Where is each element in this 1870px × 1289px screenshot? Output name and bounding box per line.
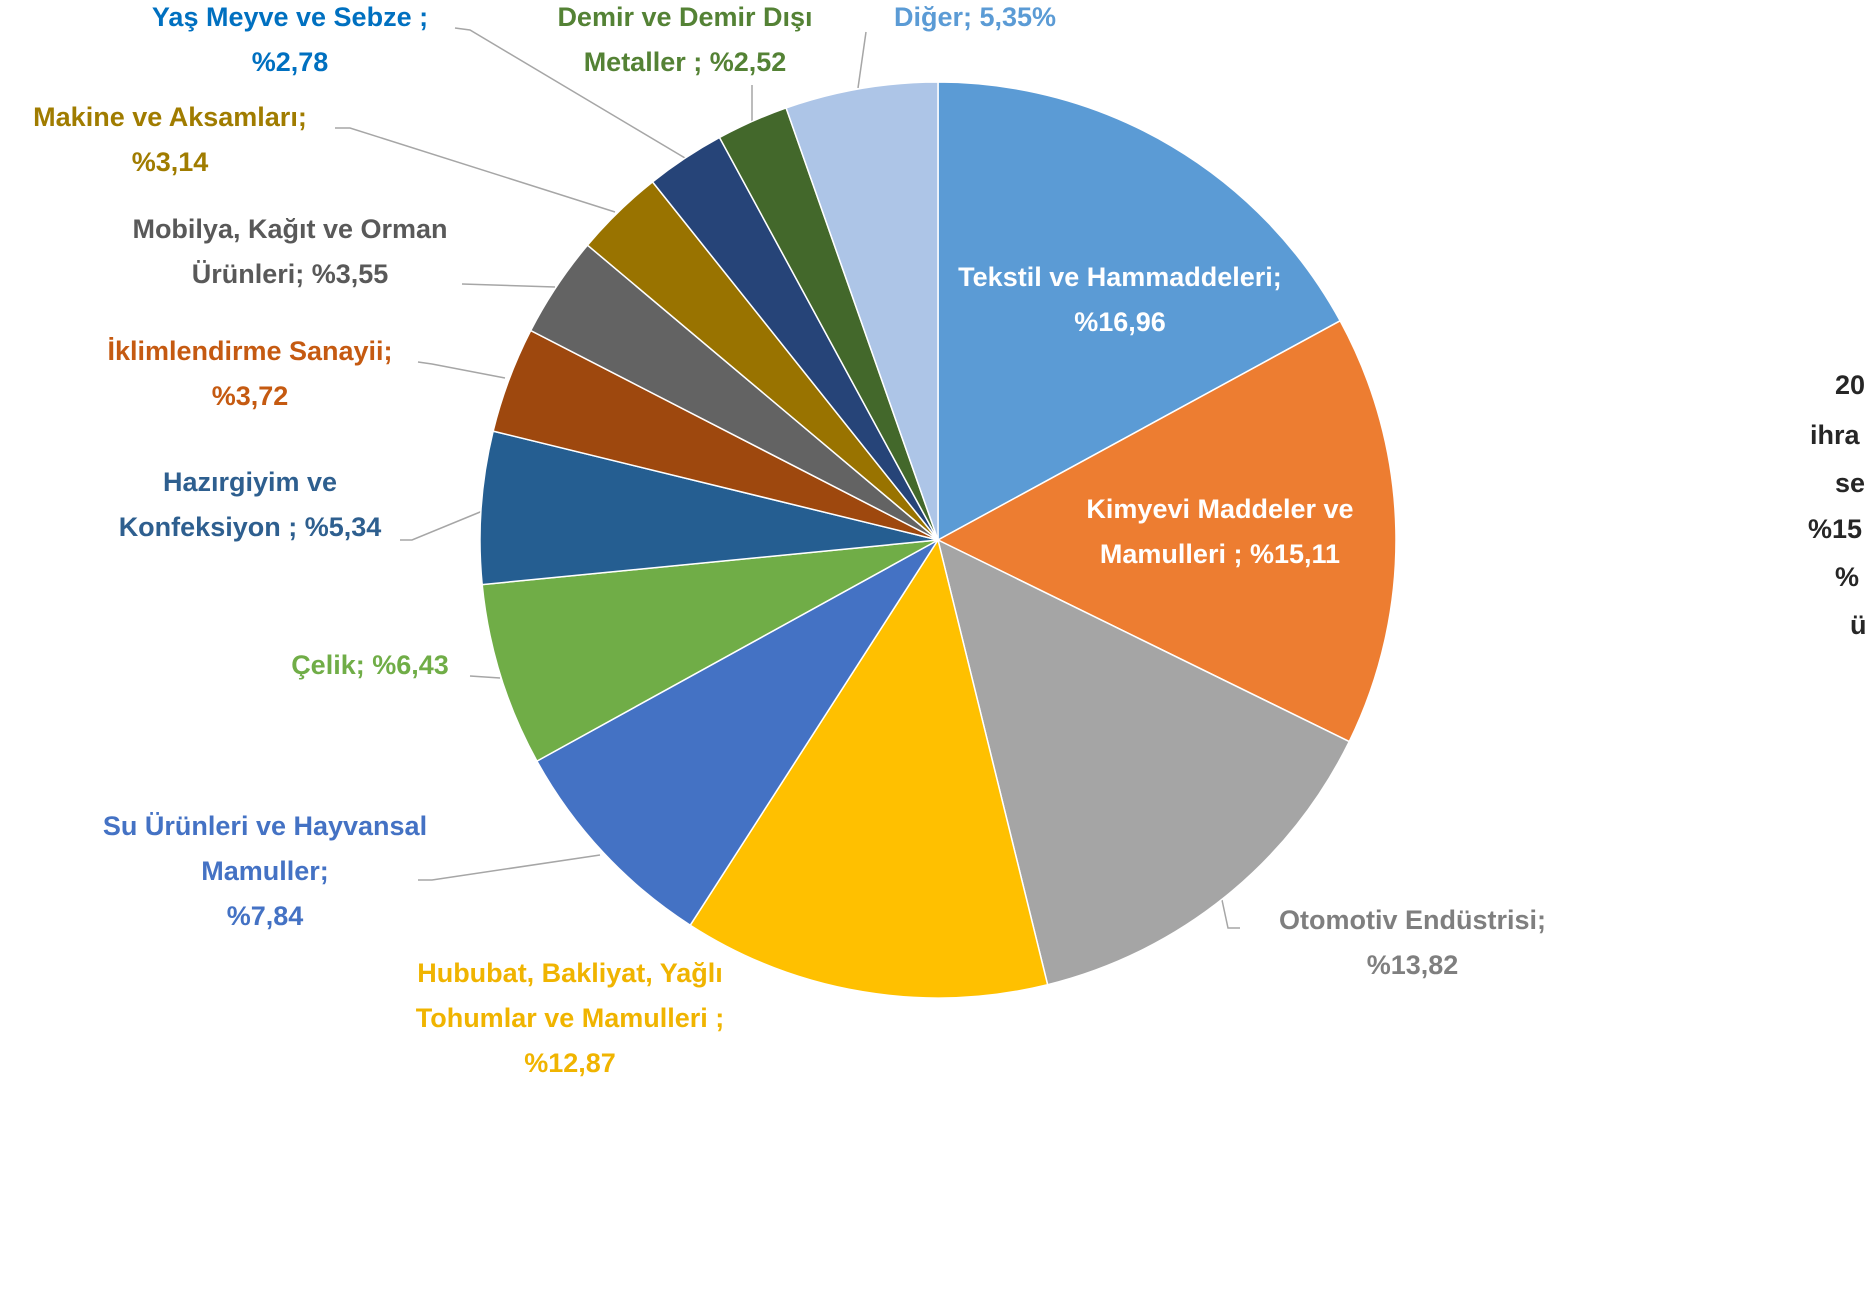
value-label: %7,84 [226,901,304,931]
category-label: Tekstil ve Hammaddeleri; [958,262,1282,292]
leader-line [417,361,506,379]
pie-slice [785,81,939,541]
category-label: İklimlendirme Sanayii; [107,336,393,366]
value-label: %12,87 [524,1048,616,1078]
annotation-text: % [1835,562,1860,592]
data-label: Tekstil ve Hammaddeleri; %16,96 [940,255,1300,345]
data-label: Kimyevi Maddeler ve Mamulleri ; %15,11 [1050,487,1390,577]
value-label: %3,55 [311,259,389,289]
data-label: Hazırgiyim ve Konfeksiyon ; %5,34 [90,460,410,550]
value-label: %16,96 [1074,307,1166,337]
leader-line [461,283,556,288]
leader-line [1221,899,1240,929]
category-label: Diğer; [893,2,972,32]
category-label: Hububat, Bakliyat, Yağlı Tohumlar ve Mam… [415,958,725,1033]
annotation-text: 20 [1835,370,1866,400]
category-label: Yaş Meyve ve Sebze ; [151,2,429,32]
data-label: Makine ve Aksamları; %3,14 [0,95,340,185]
leader-line [400,509,486,541]
pie-slice [535,539,939,927]
pie-slice [937,81,1342,542]
category-label: Kimyevi Maddeler ve Mamulleri ; [1086,494,1354,569]
data-label: Su Ürünleri ve Hayvansal Mamuller; %7,84 [95,804,435,939]
leader-line [335,127,616,213]
leader-lines [335,27,1240,929]
annotation-text: ihra [1810,420,1860,450]
value-label: %5,34 [304,512,382,542]
value-label: %3,14 [131,147,209,177]
category-label: Otomotiv Endüstrisi; [1278,905,1546,935]
value-label: %2,52 [709,47,787,77]
category-label: Çelik; [291,650,365,680]
category-label: Su Ürünleri ve Hayvansal Mamuller; [102,811,428,886]
data-label: Çelik; %6,43 [270,643,470,688]
pie-slice [936,538,1351,986]
category-label: Hazırgiyim ve Konfeksiyon ; [118,467,338,542]
leader-line [454,27,686,159]
value-label: 5,35% [979,2,1057,32]
data-label: Diğer; 5,35% [865,0,1085,40]
value-label: %13,82 [1366,950,1459,980]
pie-slice [481,539,939,763]
data-label: Hububat, Bakliyat, Yağlı Tohumlar ve Mam… [380,951,760,1086]
value-label: %15,11 [1249,539,1341,569]
data-label: Mobilya, Kağıt ve Orman Ürünleri; %3,55 [110,207,470,297]
category-label: Makine ve Aksamları; [33,102,307,132]
value-label: %2,78 [251,47,329,77]
data-label: İklimlendirme Sanayii; %3,72 [70,329,430,419]
leader-line [418,854,601,881]
data-label: Demir ve Demir Dışı Metaller ; %2,52 [540,0,830,85]
annotation-text: se [1835,468,1866,498]
value-label: %3,72 [211,381,289,411]
category-label: Demir ve Demir Dışı Metaller ; [557,2,813,77]
value-label: %6,43 [372,650,449,680]
data-label: Otomotiv Endüstrisi; %13,82 [1240,898,1585,988]
pie-slice [936,319,1397,743]
data-label: Yaş Meyve ve Sebze ; %2,78 [110,0,470,85]
pie-slice [479,430,939,586]
annotation-text: ü [1850,610,1867,640]
category-label: Mobilya, Kağıt ve Orman Ürünleri; [132,214,448,289]
leader-line [857,31,867,89]
annotation-text: %15 [1808,514,1863,544]
pie-slice [689,538,1049,999]
leader-line [469,675,501,679]
